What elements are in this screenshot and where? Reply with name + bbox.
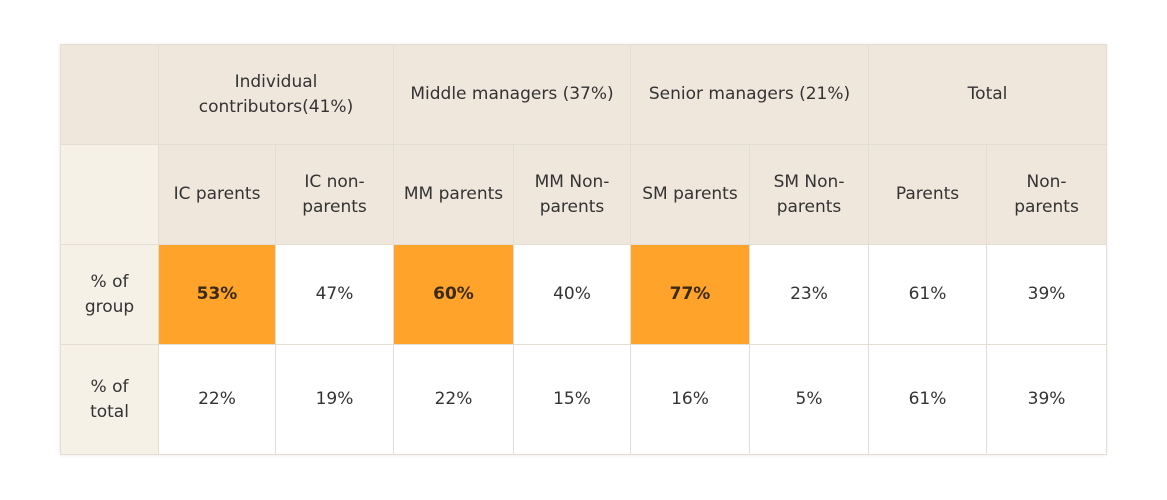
data-table: Individual contributors(41%) Middle mana…	[60, 44, 1108, 455]
table-cell: 23%	[748, 244, 870, 345]
table-row: % of total 22% 19% 22% 15% 16% 5% 61% 39…	[60, 344, 1108, 455]
column-header: Non-parents	[986, 144, 1108, 245]
table-cell: 16%	[630, 344, 750, 455]
group-header-row: Individual contributors(41%) Middle mana…	[60, 44, 1108, 145]
column-header: SM parents	[630, 144, 750, 245]
column-header-row: IC parents IC non-parents MM parents MM …	[60, 144, 1108, 245]
column-header: Parents	[868, 144, 988, 245]
table-cell: 40%	[513, 244, 631, 345]
group-header-middle-managers: Middle managers (37%)	[393, 44, 631, 145]
table-cell: 22%	[393, 344, 514, 455]
table-cell: 22%	[158, 344, 276, 455]
row-label: % of total	[60, 344, 159, 455]
column-header: IC non-parents	[275, 144, 394, 245]
group-header-total: Total	[868, 44, 1108, 145]
table-cell: 15%	[513, 344, 631, 455]
data-table-container: Individual contributors(41%) Middle mana…	[60, 44, 1108, 455]
group-header-senior-managers: Senior managers (21%)	[629, 44, 870, 145]
table-cell: 39%	[986, 244, 1108, 345]
column-header: MM parents	[393, 144, 514, 245]
table-cell: 5%	[748, 344, 870, 455]
column-header: SM Non-parents	[748, 144, 870, 245]
column-header: IC parents	[158, 144, 276, 245]
row-label: % of group	[60, 244, 159, 345]
corner-cell	[60, 44, 159, 145]
table-cell: 61%	[868, 244, 988, 345]
table-cell: 47%	[275, 244, 394, 345]
table-cell: 53%	[158, 244, 276, 345]
table-row: % of group 53% 47% 60% 40% 77% 23% 61% 3…	[60, 244, 1108, 345]
table-cell: 19%	[275, 344, 394, 455]
table-cell: 39%	[986, 344, 1108, 455]
table-cell: 61%	[868, 344, 988, 455]
stub-header-cell	[60, 144, 159, 245]
table-cell: 60%	[393, 244, 514, 345]
group-header-individual-contributors: Individual contributors(41%)	[158, 44, 394, 145]
column-header: MM Non-parents	[513, 144, 631, 245]
table-cell: 77%	[630, 244, 750, 345]
